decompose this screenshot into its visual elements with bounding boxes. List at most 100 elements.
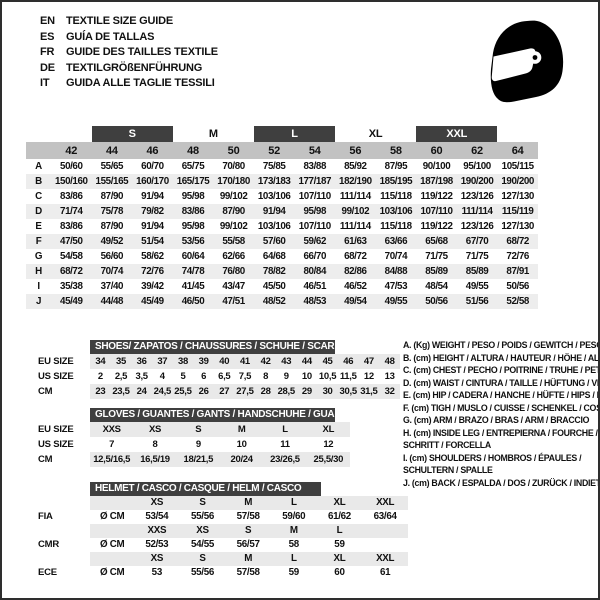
helmet-size-header: XXL [362,496,408,510]
measure-cell: 78/82 [253,264,295,279]
measure-row-label: I [37,281,40,292]
helmet-value-row: FIA Ø CM 53/54 55/56 57/58 59/60 61/62 63/64 [32,510,408,524]
measure-cell: 165/175 [172,174,214,189]
measure-cell: 155/165 [91,174,133,189]
helmet-size-header: XS [134,552,180,566]
measure-cell: 99/102 [219,221,248,232]
size-cell: 10 [301,371,312,382]
legend-line: SCHULTERN / SPALLE [403,465,493,476]
row-label: US SIZE [38,371,74,382]
spacer [32,496,90,510]
measure-cell: 70/80 [222,161,245,172]
measure-cell: 83/86 [60,221,83,232]
measure-cell: 61/63 [335,234,376,249]
measure-cell: 47/51 [213,294,254,309]
helmet-size-cell: 59 [334,539,345,550]
helmet-size-header: S [179,552,226,566]
size-group-m: M [208,128,218,140]
size-cell: 41 [234,354,256,369]
measure-row: C 83/86 87/90 91/94 95/98 99/102 103/106 107/11… [26,189,538,204]
section-header-spacer [32,408,90,422]
measure-cell: 41/45 [181,281,205,292]
measure-cell: 87/95 [384,161,408,172]
standard-label-fia: FIA [38,511,53,522]
measure-cell: 47/53 [384,281,408,292]
size-col-header: 44 [91,142,133,159]
size-group-xl: XL [368,128,383,140]
measure-cell: 95/98 [181,221,205,232]
size-cell: 34 [90,354,111,369]
measure-cell: 48/52 [253,294,295,309]
size-cell: 36 [131,354,152,369]
size-col-header: 56 [335,142,376,159]
helmet-size-cell: 53/54 [145,511,169,522]
size-cell: 43 [275,354,297,369]
helmet-size-cell: 58 [288,539,300,550]
legend-line: J. (cm) BACK / ESPALDA / DOS / ZURÜCK / … [403,478,600,489]
measure-cell: 80/84 [294,264,336,279]
size-group-spacer [26,126,92,142]
helmet-value-row: CMR Ø CM 52/53 54/55 56/57 58 59 [32,538,408,552]
measure-cell: 39/42 [141,281,164,292]
helmet-size-cell: 55/56 [190,511,214,522]
measure-cell: 127/130 [501,221,534,232]
size-cell: 12 [363,371,374,382]
helmet-size-header: M [270,524,317,538]
measure-row-label: G [34,251,43,262]
legend-item: C. (cm) CHEST / PECHO / POITRINE / TRUHE… [403,364,600,377]
measure-cell: 66/70 [303,251,327,262]
measure-cell: 51/54 [132,234,173,249]
shoes-table-title-cell: SHOES/ ZAPATOS / CHAUSSURES / SCHUHE / S… [90,340,400,354]
measure-cell: 59/62 [294,234,336,249]
legend-line: SCHRITT / FORCELLA [403,440,491,451]
measure-cell: 70/74 [384,251,408,262]
size-cell: 39 [193,354,214,369]
helmet-size-cell: 59 [288,567,300,578]
size-header-spacer [26,142,51,159]
language-title: TEXTILGRÖßENFÜHRUNG [66,61,203,74]
legend-line: H. (cm) INSIDE LEG / ENTREPIERNA / FOURC… [403,427,598,438]
language-row: DE TEXTILGRÖßENFÜHRUNG [40,61,218,77]
helmet-size-header-row: XS S M L XL XXL [32,496,408,510]
measure-cell: 119/122 [420,221,453,232]
size-cell: 38 [172,354,194,369]
size-cell: 5 [180,371,186,382]
language-title: GUÍA DE TALLAS [66,30,155,43]
measure-cell: 49/52 [91,234,133,249]
measure-cell: 46/50 [172,294,214,309]
helmet-size-header-row: XXS XS S M L [32,524,408,538]
helmet-size-header: M [225,496,271,510]
size-cell: 28,5 [275,384,297,399]
size-cell: 24,5 [151,384,173,399]
measure-cell: 71/75 [425,251,448,262]
legend-item: D. (cm) WAIST / CINTURA / TAILLE / HÜFTU… [403,377,598,390]
section-header-spacer [32,340,90,354]
helmet-value-row: ECE Ø CM 53 55/56 57/58 59 60 61 [32,566,408,580]
helmet-size-cell: 61 [379,567,391,578]
helmet-size-cell [362,538,408,552]
measure-cell: 105/115 [501,161,534,172]
size-cell: 48 [379,354,400,369]
language-code: ES [40,30,55,43]
helmet-size-header: L [270,552,317,566]
measure-cell: 48/54 [425,281,448,292]
measure-cell: 85/89 [416,264,457,279]
measure-cell: 99/102 [335,204,376,219]
helmet-size-cell: 60 [334,567,345,578]
measure-cell: 68/72 [51,264,92,279]
size-cell: 29 [296,384,318,399]
size-cell: 12,5/16,5 [90,452,134,467]
size-col-header: 64 [497,142,538,159]
legend-line: F. (cm) TIGH / MUSLO / CUISSE / SCHENKEL… [403,402,600,413]
shoes-size-table: SHOES/ ZAPATOS / CHAUSSURES / SCHUHE / S… [32,340,400,399]
size-cell: 27 [213,384,235,399]
language-code: IT [40,77,50,89]
measure-cell: 51/56 [456,294,498,309]
gloves-size-table: GLOVES / GUANTES / GANTS / HANDSCHUHE / … [32,408,350,467]
measure-row: B 150/160 155/165 160/170 165/175 170/180 173/… [26,174,538,189]
measure-cell: 91/94 [253,204,295,219]
legend-line: C. (cm) CHEST / PECHO / POITRINE / TRUHE… [403,365,600,376]
measure-row: A 50/60 55/65 60/70 65/75 70/80 75/85 83/88 85/9… [26,159,538,174]
size-cell: 7,5 [238,371,252,382]
